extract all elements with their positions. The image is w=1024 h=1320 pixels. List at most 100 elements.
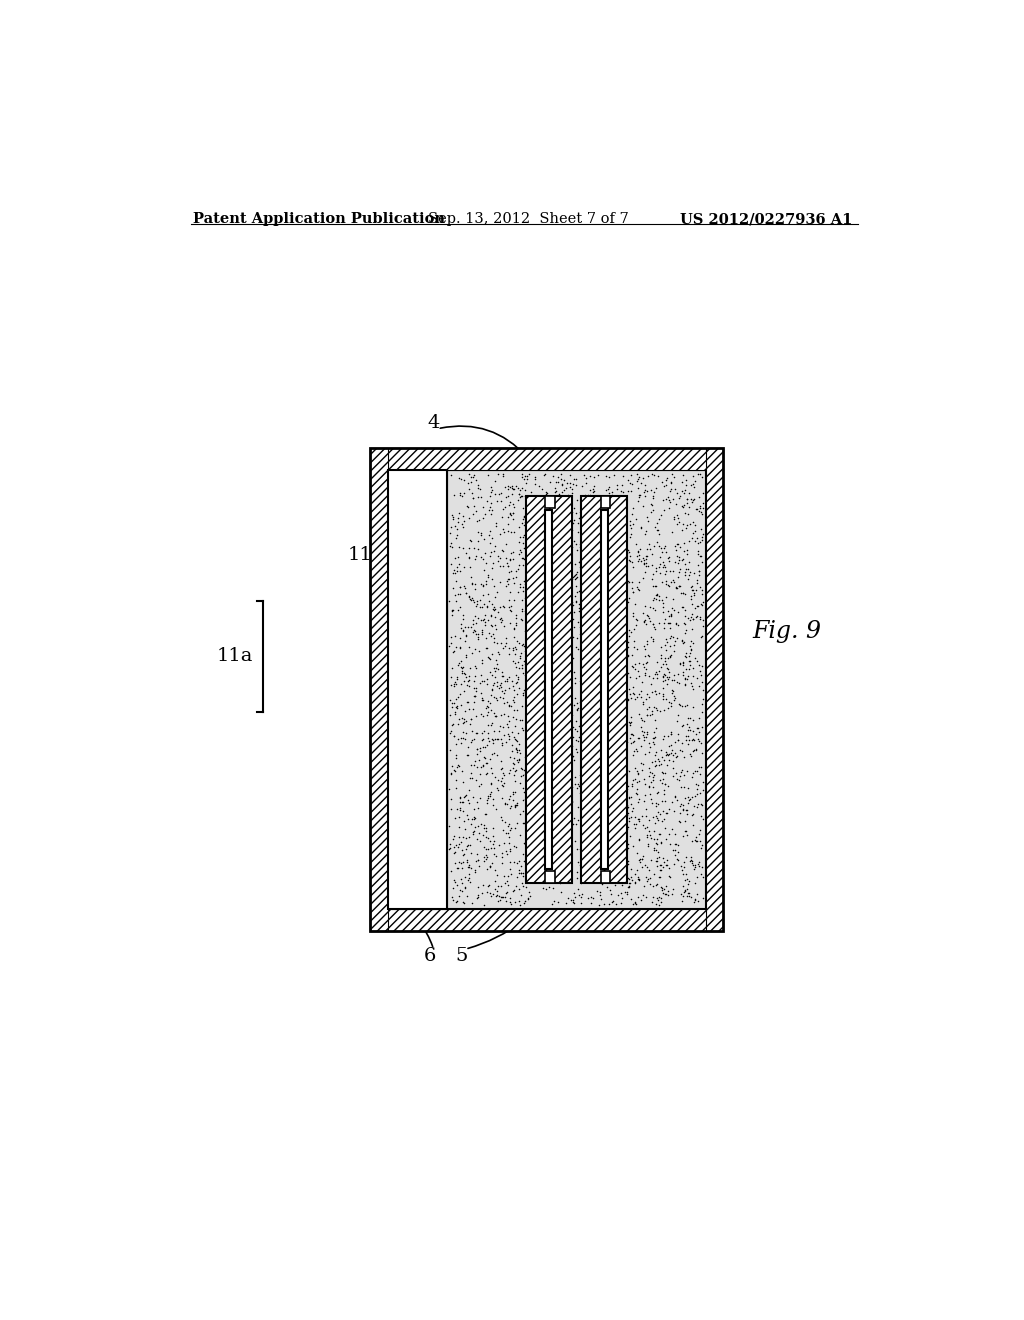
Point <box>639 705 655 726</box>
Point <box>647 661 664 682</box>
Point <box>658 854 675 875</box>
Point <box>447 673 464 694</box>
Point <box>568 636 585 657</box>
Point <box>643 681 659 702</box>
Point <box>610 717 627 738</box>
Point <box>488 675 505 696</box>
Point <box>460 789 476 810</box>
Point <box>578 660 594 681</box>
Point <box>632 851 648 873</box>
Point <box>614 611 631 632</box>
Point <box>657 572 674 593</box>
Point <box>680 569 696 590</box>
Point <box>600 738 616 759</box>
Point <box>548 529 564 550</box>
Point <box>675 583 691 605</box>
Point <box>569 521 586 543</box>
Point <box>631 727 647 748</box>
Point <box>587 814 603 836</box>
Point <box>659 467 676 488</box>
Point <box>514 696 530 717</box>
Point <box>651 751 668 772</box>
Point <box>561 842 578 863</box>
Point <box>654 857 671 878</box>
Point <box>693 529 710 550</box>
Point <box>547 494 563 515</box>
Point <box>571 764 588 785</box>
Point <box>670 482 686 503</box>
Point <box>603 595 620 616</box>
Point <box>465 755 481 776</box>
Point <box>512 486 528 507</box>
Point <box>458 582 474 603</box>
Point <box>515 843 531 865</box>
Point <box>514 589 530 610</box>
Point <box>608 570 625 591</box>
Point <box>543 631 559 652</box>
Point <box>615 610 632 631</box>
Point <box>488 619 505 640</box>
Point <box>598 837 614 858</box>
Point <box>640 833 656 854</box>
Point <box>513 863 529 884</box>
Point <box>614 486 631 507</box>
Point <box>477 747 494 768</box>
Point <box>675 655 691 676</box>
Point <box>691 708 708 729</box>
Point <box>585 737 601 758</box>
Point <box>602 853 618 874</box>
Point <box>610 830 627 851</box>
Point <box>466 620 482 642</box>
Point <box>506 748 522 770</box>
Point <box>615 612 632 634</box>
Point <box>518 863 535 884</box>
Point <box>608 836 625 857</box>
Point <box>692 593 709 614</box>
Point <box>592 494 608 515</box>
Point <box>483 593 500 614</box>
Point <box>522 574 539 595</box>
Point <box>650 801 667 822</box>
Point <box>515 581 531 602</box>
Point <box>616 850 633 871</box>
Point <box>524 667 541 688</box>
Point <box>495 463 511 484</box>
Point <box>461 780 477 801</box>
Point <box>463 709 479 730</box>
Point <box>579 747 595 768</box>
Point <box>659 803 676 824</box>
Point <box>635 690 651 711</box>
Point <box>487 512 504 533</box>
Point <box>502 887 518 908</box>
Point <box>584 752 600 774</box>
Point <box>566 882 583 903</box>
Point <box>565 748 582 770</box>
Point <box>541 793 557 814</box>
Point <box>589 770 605 791</box>
Point <box>454 760 470 781</box>
Point <box>646 482 663 503</box>
Text: 112: 112 <box>347 545 385 564</box>
Point <box>494 611 510 632</box>
Point <box>505 783 521 804</box>
Point <box>579 804 595 825</box>
Point <box>468 677 484 698</box>
Point <box>517 573 534 594</box>
Point <box>683 746 699 767</box>
Point <box>651 585 668 606</box>
Point <box>481 486 498 507</box>
Point <box>687 598 703 619</box>
Point <box>594 607 610 628</box>
Point <box>564 478 581 499</box>
Point <box>602 520 618 541</box>
Point <box>564 591 581 612</box>
Point <box>525 807 542 828</box>
Point <box>637 743 653 764</box>
Point <box>593 755 609 776</box>
Point <box>592 494 608 515</box>
Point <box>464 573 480 594</box>
Point <box>544 545 560 566</box>
Point <box>547 671 563 692</box>
Point <box>549 630 565 651</box>
Point <box>472 763 488 784</box>
